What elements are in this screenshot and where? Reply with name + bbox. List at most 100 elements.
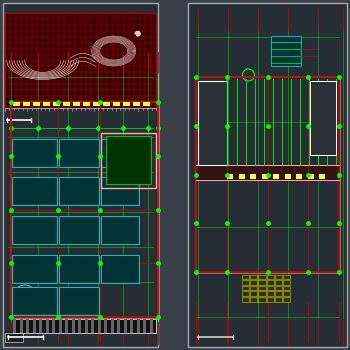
Bar: [113, 102, 120, 106]
Bar: [101, 133, 156, 188]
Bar: [83, 102, 90, 106]
Bar: [143, 319, 146, 333]
Bar: [228, 174, 233, 179]
Bar: [117, 319, 120, 333]
Bar: [242, 280, 249, 285]
Bar: [250, 291, 258, 296]
Bar: [250, 174, 256, 179]
Bar: [13, 102, 20, 106]
Bar: [198, 81, 226, 165]
Bar: [267, 291, 274, 296]
Bar: [59, 254, 99, 282]
Bar: [63, 102, 70, 106]
Bar: [11, 102, 158, 317]
Bar: [239, 174, 245, 179]
Bar: [308, 174, 314, 179]
Bar: [258, 286, 266, 290]
Bar: [267, 286, 274, 290]
Bar: [73, 102, 80, 106]
Bar: [23, 102, 30, 106]
Bar: [46, 319, 49, 333]
Bar: [250, 280, 258, 285]
Bar: [59, 177, 99, 205]
Bar: [103, 102, 110, 106]
Bar: [65, 319, 68, 333]
Bar: [12, 216, 57, 244]
Bar: [101, 254, 139, 282]
Bar: [196, 165, 339, 180]
Bar: [242, 291, 249, 296]
Bar: [91, 319, 94, 333]
Bar: [12, 139, 57, 167]
Bar: [59, 287, 99, 315]
Bar: [258, 274, 266, 279]
Bar: [84, 319, 88, 333]
Bar: [59, 139, 99, 167]
Bar: [188, 3, 347, 347]
Bar: [143, 102, 150, 106]
Bar: [283, 274, 290, 279]
Bar: [10, 101, 159, 318]
Bar: [12, 177, 57, 205]
Bar: [98, 319, 101, 333]
Bar: [250, 286, 258, 290]
Bar: [319, 174, 325, 179]
Bar: [5, 13, 156, 108]
Bar: [275, 297, 282, 301]
Bar: [285, 174, 290, 179]
Bar: [33, 102, 40, 106]
Bar: [275, 286, 282, 290]
Bar: [101, 139, 139, 167]
Bar: [52, 319, 55, 333]
Bar: [195, 76, 340, 273]
Bar: [242, 286, 249, 290]
Bar: [123, 102, 130, 106]
Bar: [242, 274, 249, 279]
Bar: [250, 274, 258, 279]
Bar: [13, 319, 16, 333]
Bar: [78, 319, 81, 333]
Bar: [258, 297, 266, 301]
Bar: [310, 81, 336, 155]
Bar: [196, 77, 339, 272]
Bar: [262, 174, 268, 179]
Bar: [271, 36, 301, 66]
Bar: [59, 216, 99, 244]
Bar: [258, 280, 266, 285]
Bar: [133, 102, 140, 106]
Bar: [124, 319, 127, 333]
Bar: [58, 319, 62, 333]
Bar: [13, 319, 156, 333]
Bar: [273, 174, 279, 179]
Bar: [101, 177, 139, 205]
Bar: [71, 319, 75, 333]
Bar: [93, 102, 100, 106]
Bar: [296, 174, 302, 179]
Bar: [130, 319, 133, 333]
Bar: [267, 280, 274, 285]
Bar: [250, 297, 258, 301]
Bar: [26, 319, 29, 333]
Bar: [3, 3, 158, 347]
Bar: [275, 291, 282, 296]
Bar: [283, 297, 290, 301]
Bar: [283, 280, 290, 285]
Bar: [53, 102, 60, 106]
Bar: [283, 291, 290, 296]
Bar: [101, 216, 139, 244]
Bar: [267, 297, 274, 301]
Bar: [111, 319, 114, 333]
Bar: [283, 286, 290, 290]
Bar: [12, 254, 57, 282]
Bar: [5, 333, 23, 342]
Bar: [242, 297, 249, 301]
Bar: [39, 319, 42, 333]
Bar: [275, 280, 282, 285]
Bar: [258, 291, 266, 296]
Bar: [275, 274, 282, 279]
Bar: [149, 319, 153, 333]
Bar: [20, 319, 23, 333]
Bar: [104, 319, 107, 333]
Bar: [106, 136, 151, 184]
Bar: [12, 287, 57, 315]
